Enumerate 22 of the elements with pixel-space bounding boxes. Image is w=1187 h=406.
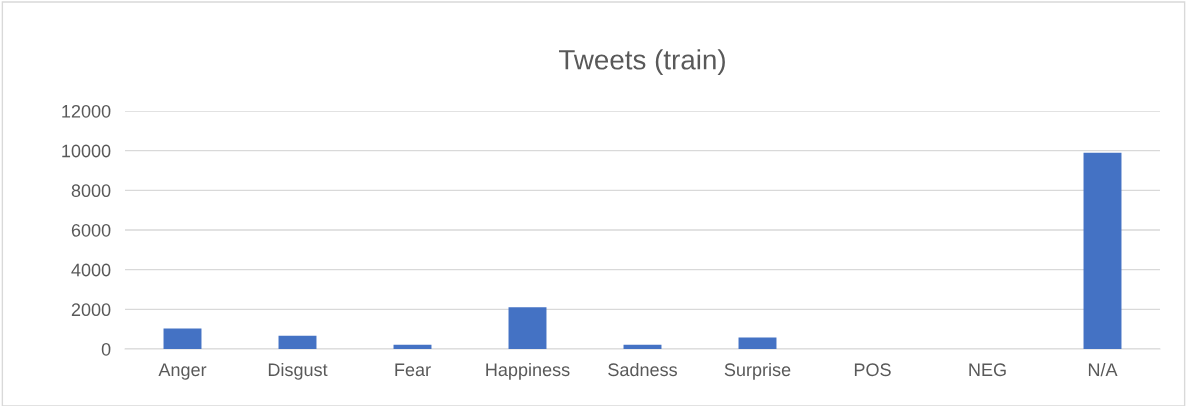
bar <box>738 337 777 349</box>
bar <box>1083 152 1122 349</box>
x-tick-label: NEG <box>969 363 1006 377</box>
y-tick-label: 2000 <box>71 303 111 317</box>
y-tick-label: 0 <box>101 342 111 356</box>
x-tick-label: Sadness <box>608 362 677 377</box>
y-tick-label: 6000 <box>71 223 111 237</box>
chart-title: Tweets (train) <box>559 49 725 76</box>
bar <box>508 307 547 349</box>
x-tick-label: N/A <box>1088 362 1118 377</box>
x-tick-label: POS <box>854 363 891 377</box>
x-tick-label: Disgust <box>268 362 328 380</box>
x-tick-label: Surprise <box>724 362 791 380</box>
x-tick-label: Happiness <box>486 362 570 380</box>
y-tick-label: 12000 <box>62 104 111 118</box>
bar <box>163 328 202 349</box>
y-tick-label: 8000 <box>71 184 111 198</box>
bar <box>278 335 317 349</box>
x-tick-label: Anger <box>158 363 207 380</box>
y-tick-label: 10000 <box>62 144 111 158</box>
x-tick-label: Fear <box>395 363 431 377</box>
y-tick-label: 4000 <box>71 263 111 277</box>
